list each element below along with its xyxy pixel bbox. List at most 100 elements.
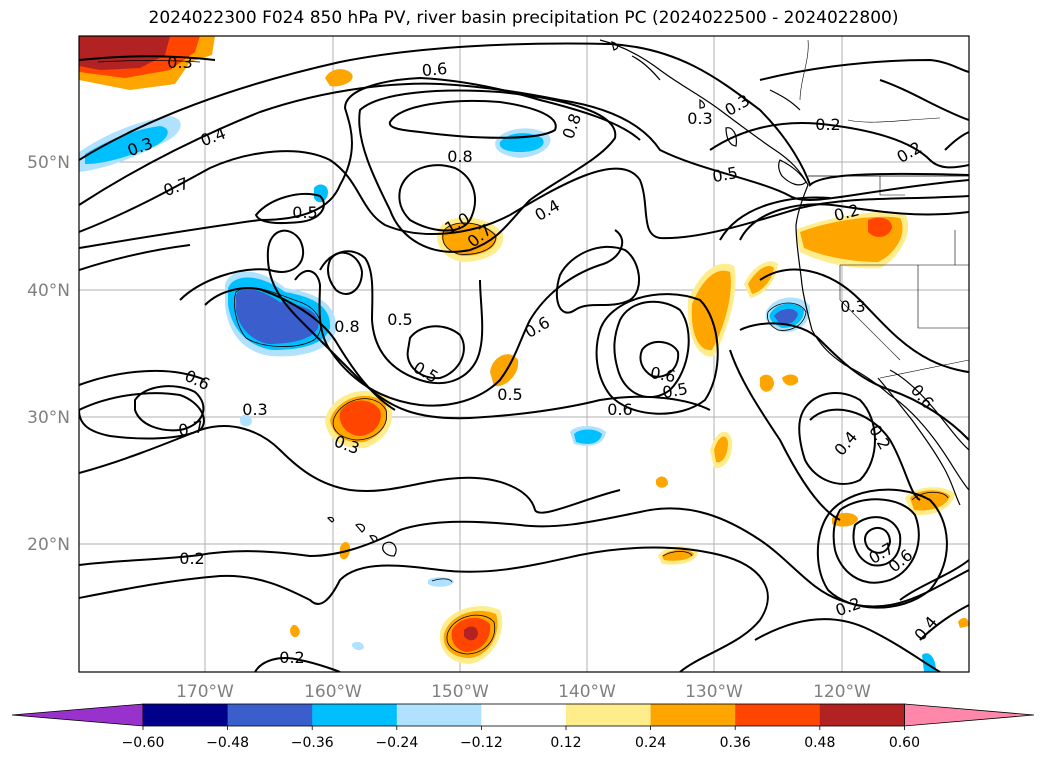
colorbar-segment xyxy=(481,704,567,726)
pv-contour xyxy=(79,55,216,61)
pv-contour xyxy=(79,82,969,206)
pv-contour xyxy=(754,618,941,672)
contour-label: 0.5 xyxy=(387,310,412,329)
pv-contour xyxy=(254,193,325,225)
pv-contour xyxy=(79,42,969,187)
lat-axis-labels: 50°N 40°N 30°N 20°N xyxy=(27,153,70,555)
pv-contour xyxy=(327,251,364,295)
contour-label: 0.3 xyxy=(167,53,192,72)
precip-blob xyxy=(290,624,300,638)
lon-tick-label: 140°W xyxy=(558,682,616,702)
pv-contour xyxy=(388,99,557,139)
precip-blob xyxy=(339,400,381,436)
precip-blob xyxy=(441,222,497,256)
pv-contour xyxy=(79,369,206,386)
contour-label: 0.2 xyxy=(179,549,204,568)
lat-tick-label: 30°N xyxy=(27,408,70,428)
colorbar-tick-label: 0.24 xyxy=(635,735,666,751)
contour-label: 0.3 xyxy=(242,400,267,419)
pv-contour xyxy=(639,341,680,378)
lon-axis-labels: 170°W 160°W 150°W 140°W 130°W 120°W xyxy=(176,682,871,702)
pv-contour xyxy=(134,385,205,432)
gridlines xyxy=(79,36,969,672)
colorbar-extend-low xyxy=(11,703,144,727)
pv-contour xyxy=(864,526,892,554)
contour-label: 0.6 xyxy=(649,363,677,386)
contour-label: 0.2 xyxy=(279,648,304,667)
contour-label: 0.6 xyxy=(421,59,448,80)
colorbar-tick-label: −0.48 xyxy=(206,735,249,751)
pv-contour xyxy=(254,657,341,672)
colorbar-segment xyxy=(143,704,229,726)
pv-contour xyxy=(79,244,191,271)
pv-contour xyxy=(759,268,969,373)
colorbar-segment xyxy=(650,704,736,726)
contour-label: 0.7 xyxy=(177,417,205,440)
contour-label: 0.8 xyxy=(447,147,472,166)
precip-blob xyxy=(574,429,602,444)
colorbar-segment xyxy=(396,704,482,726)
pv-contour xyxy=(319,250,484,385)
pv-contour xyxy=(809,408,921,501)
pv-contour xyxy=(595,293,719,415)
colorbar: −0.60 −0.48 −0.36 −0.24 −0.12 0.12 0.24 0.36 0.4… xyxy=(11,703,1035,751)
pv-contour xyxy=(79,76,641,249)
precip-blob xyxy=(782,374,799,386)
contour-label: 0.5 xyxy=(711,163,739,186)
colorbar-segment xyxy=(312,704,398,726)
colorbar-tick-label: 0.36 xyxy=(720,735,751,751)
pv-contour xyxy=(852,516,902,567)
precip-blob xyxy=(314,184,328,203)
precip-blob xyxy=(236,288,319,344)
figure-title: 2024022300 F024 850 hPa PV, river basin … xyxy=(148,8,899,28)
pv-contour xyxy=(294,229,624,407)
precip-blob xyxy=(714,436,728,463)
lon-tick-label: 130°W xyxy=(685,682,743,702)
colorbar-tick-label: −0.12 xyxy=(460,735,503,751)
colorbar-tick-label: −0.36 xyxy=(291,735,334,751)
lon-tick-label: 160°W xyxy=(304,682,362,702)
colorbar-segment xyxy=(819,704,905,726)
colorbar-segment xyxy=(227,704,313,726)
precip-blob xyxy=(352,641,364,651)
pv-contour xyxy=(406,325,465,380)
precip-blob xyxy=(958,617,969,628)
colorbar-frame xyxy=(142,703,905,727)
contour-label: 0.5 xyxy=(497,385,522,404)
pv-contour xyxy=(398,164,476,232)
pv-contour xyxy=(816,488,948,609)
precip-blob xyxy=(85,126,168,164)
pv-contour xyxy=(832,498,920,584)
precip-blob xyxy=(656,476,668,488)
pv-contour xyxy=(739,203,969,241)
pv-contours xyxy=(79,42,969,672)
pv-contour xyxy=(179,229,711,420)
colorbar-extend-high xyxy=(904,703,1035,727)
colorbar-tick-label: 0.60 xyxy=(889,735,920,751)
precip-blob xyxy=(691,270,731,351)
map-frame xyxy=(78,35,970,673)
contour-label: 0.5 xyxy=(661,379,689,402)
lon-tick-label: 170°W xyxy=(176,682,234,702)
pv-contour xyxy=(358,89,617,253)
contour-label: 0.6 xyxy=(607,400,632,419)
pv-contour xyxy=(613,300,690,399)
precip-blob xyxy=(774,308,798,325)
precip-blob xyxy=(325,69,353,87)
colorbar-tick-label: −0.60 xyxy=(122,735,165,751)
colorbar-tick-label: 0.48 xyxy=(804,735,835,751)
pv-contour xyxy=(759,58,969,81)
colorbar-tick-label: −0.24 xyxy=(375,735,418,751)
precip-blob xyxy=(240,414,252,427)
precip-blob xyxy=(832,512,858,527)
contour-label: 0.3 xyxy=(840,297,865,316)
contour-label: 0.5 xyxy=(292,203,317,222)
colorbar-segment xyxy=(735,704,821,726)
pv-contour xyxy=(204,287,396,411)
pv-contour xyxy=(944,131,969,151)
lat-tick-label: 20°N xyxy=(27,535,70,555)
contour-label: 0.3 xyxy=(687,109,712,128)
pv-contour xyxy=(899,559,969,601)
map-area: 0.3 0.60.40.30.70.50.81.00.70.40.80.60.80… xyxy=(79,36,969,672)
